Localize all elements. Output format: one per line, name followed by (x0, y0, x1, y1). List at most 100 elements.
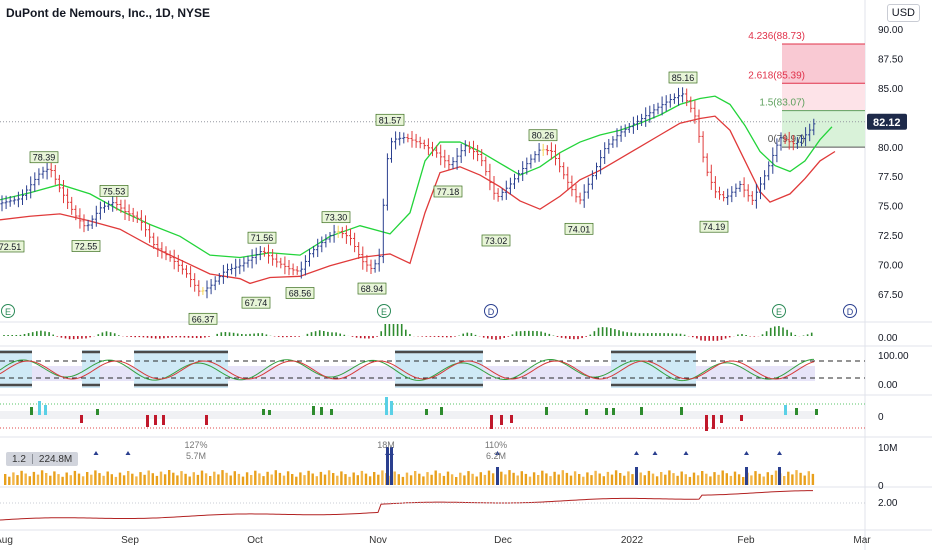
volume-bar (450, 474, 454, 485)
pivot-label-box (188, 312, 218, 325)
volume-spike-bar (496, 467, 499, 485)
volume-bar (28, 476, 31, 485)
volume-bar (696, 475, 700, 485)
last-price-label: 82.12 (873, 117, 901, 129)
volume-bar (594, 470, 597, 485)
volume-bar (98, 473, 101, 485)
volume-bar (639, 472, 642, 485)
volume-bar (578, 474, 581, 485)
price-axis-label: 80.00 (878, 143, 903, 154)
hist-bar (80, 415, 83, 423)
volume-bar (69, 475, 72, 485)
volume-bar (791, 474, 794, 485)
hist-bar (154, 415, 157, 425)
event-marker-circle (377, 304, 391, 318)
volume-bar (139, 472, 142, 485)
volume-bar (701, 471, 704, 485)
volume-bar (463, 475, 466, 485)
hist-bar (510, 415, 513, 423)
volume-bar (102, 475, 105, 485)
volume-bar (241, 476, 245, 485)
volume-marker (93, 451, 99, 455)
volume-bar (483, 474, 487, 485)
upper-band-line (0, 95, 833, 259)
volume-bar (319, 471, 323, 485)
pivot-label-box (99, 185, 129, 197)
volume-bar (623, 475, 626, 485)
volume-bar (348, 476, 351, 485)
volume-bar (172, 472, 175, 485)
oscillator-axis-label: 0.00 (878, 333, 898, 344)
pivot-label-box (564, 222, 594, 235)
pivot-label-box (29, 151, 59, 164)
hist-bar (162, 415, 165, 425)
volume-bar (762, 476, 765, 485)
volume-bar (159, 471, 163, 485)
bottom-axis-label: 2.00 (878, 498, 898, 509)
volume-bar (590, 475, 593, 485)
volume-marker (125, 451, 131, 455)
volume-bar (213, 471, 216, 485)
volume-bar (73, 470, 77, 485)
pivot-label-box (528, 129, 558, 142)
volume-bar (438, 473, 441, 485)
volume-marker (683, 451, 689, 455)
volume-bar (307, 470, 310, 485)
volume-bar (352, 472, 355, 485)
volume-bar (36, 474, 40, 485)
currency-button[interactable]: USD (886, 4, 920, 22)
pivot-label: 77.18 (437, 187, 460, 197)
volume-bar (143, 474, 146, 485)
volume-bar (655, 476, 659, 485)
volume-bar (114, 476, 118, 485)
volume-bar (49, 475, 52, 485)
hist-bar (320, 407, 323, 415)
pivot-label-box (668, 71, 698, 84)
volume-annotation-pct: 110% (485, 440, 507, 450)
time-axis-label: Feb (737, 535, 755, 546)
volume-bar (291, 474, 294, 485)
volume-bar (40, 470, 44, 485)
volume-bar (377, 474, 380, 485)
volume-annotation-pct: 18M (377, 440, 395, 450)
pivot-label: 78.39 (33, 153, 56, 163)
volume-bar (713, 472, 716, 485)
pivot-label-box (0, 240, 25, 253)
volume-bar (360, 470, 364, 485)
volume-bar (270, 474, 273, 485)
volume-bar (340, 471, 343, 485)
pivot-label: 67.74 (245, 298, 268, 308)
volume-bar (664, 474, 667, 485)
stoch-highlight (82, 350, 100, 388)
volume-bar (672, 473, 675, 485)
hist-bar (720, 415, 723, 423)
price-axis-label: 67.50 (878, 290, 903, 301)
hist-bar (440, 407, 443, 415)
volume-bar (422, 476, 425, 485)
time-axis-label: Sep (121, 535, 139, 546)
volume-bar (397, 474, 400, 485)
volume-bar (709, 476, 712, 485)
volume-legend-separator (31, 454, 33, 464)
volume-bar (299, 472, 302, 485)
pivot-label: 72.51 (0, 242, 21, 252)
volume-bar (692, 472, 696, 485)
stoch-highlight (0, 350, 32, 388)
volume-bar (807, 471, 810, 485)
time-axis-label: Mar (853, 535, 871, 546)
stoch-highlight (611, 350, 696, 388)
volume-bar (787, 471, 790, 485)
volume-bar (32, 471, 36, 485)
volume-legend-b: 224.8M (38, 453, 73, 465)
volume-bar (295, 476, 298, 485)
volume-bar (45, 473, 48, 485)
price-axis-label: 72.50 (878, 231, 903, 242)
time-axis-label: Nov (369, 535, 387, 546)
volume-bar (725, 473, 728, 485)
hist-bar (146, 415, 149, 427)
volume-bar (106, 471, 109, 485)
pivot-label: 68.94 (361, 284, 384, 294)
pivot-label: 68.56 (289, 289, 312, 299)
volume-bar (459, 472, 462, 485)
